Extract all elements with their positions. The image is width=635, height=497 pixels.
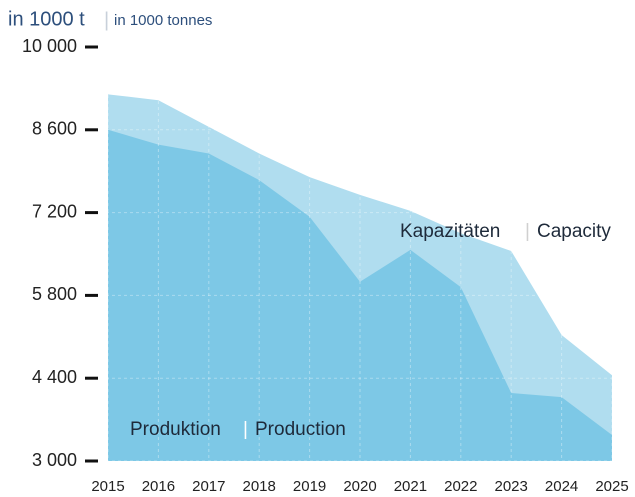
x-tick-label: 2020	[343, 478, 376, 495]
plot-area	[100, 46, 627, 462]
x-tick-label: 2021	[394, 478, 427, 495]
chart-subtitle: in 1000 tonnes	[114, 12, 212, 29]
series-label: Capacity	[537, 221, 611, 242]
label-separator: |	[525, 221, 530, 242]
label-separator: |	[243, 419, 248, 440]
title-separator: |	[104, 9, 109, 31]
x-tick-label: 2023	[495, 478, 528, 495]
x-tick-label: 2019	[293, 478, 326, 495]
x-tick-label: 2025	[595, 478, 628, 495]
x-tick-label: 2016	[142, 478, 175, 495]
chart-title: in 1000 t	[8, 8, 85, 30]
x-tick-label: 2022	[444, 478, 477, 495]
y-tick-label: 5 800	[32, 284, 77, 304]
y-tick-label: 10 000	[22, 36, 77, 56]
y-tick-label: 7 200	[32, 201, 77, 221]
series-label: Production	[255, 419, 346, 440]
annotations: Kapazitäten | Capacity Produktion | Prod…	[130, 221, 611, 440]
y-tick-label: 4 400	[32, 367, 77, 387]
y-tick-label: 3 000	[32, 450, 77, 470]
series-label: Kapazitäten	[400, 221, 500, 242]
x-tick-label: 2024	[545, 478, 578, 495]
area	[108, 129, 612, 462]
y-tick-label: 8 600	[32, 119, 77, 139]
x-tick-label: 2017	[192, 478, 225, 495]
x-tick-label: 2018	[243, 478, 276, 495]
x-tick-label: 2015	[91, 478, 124, 495]
series-label: Produktion	[130, 419, 221, 440]
